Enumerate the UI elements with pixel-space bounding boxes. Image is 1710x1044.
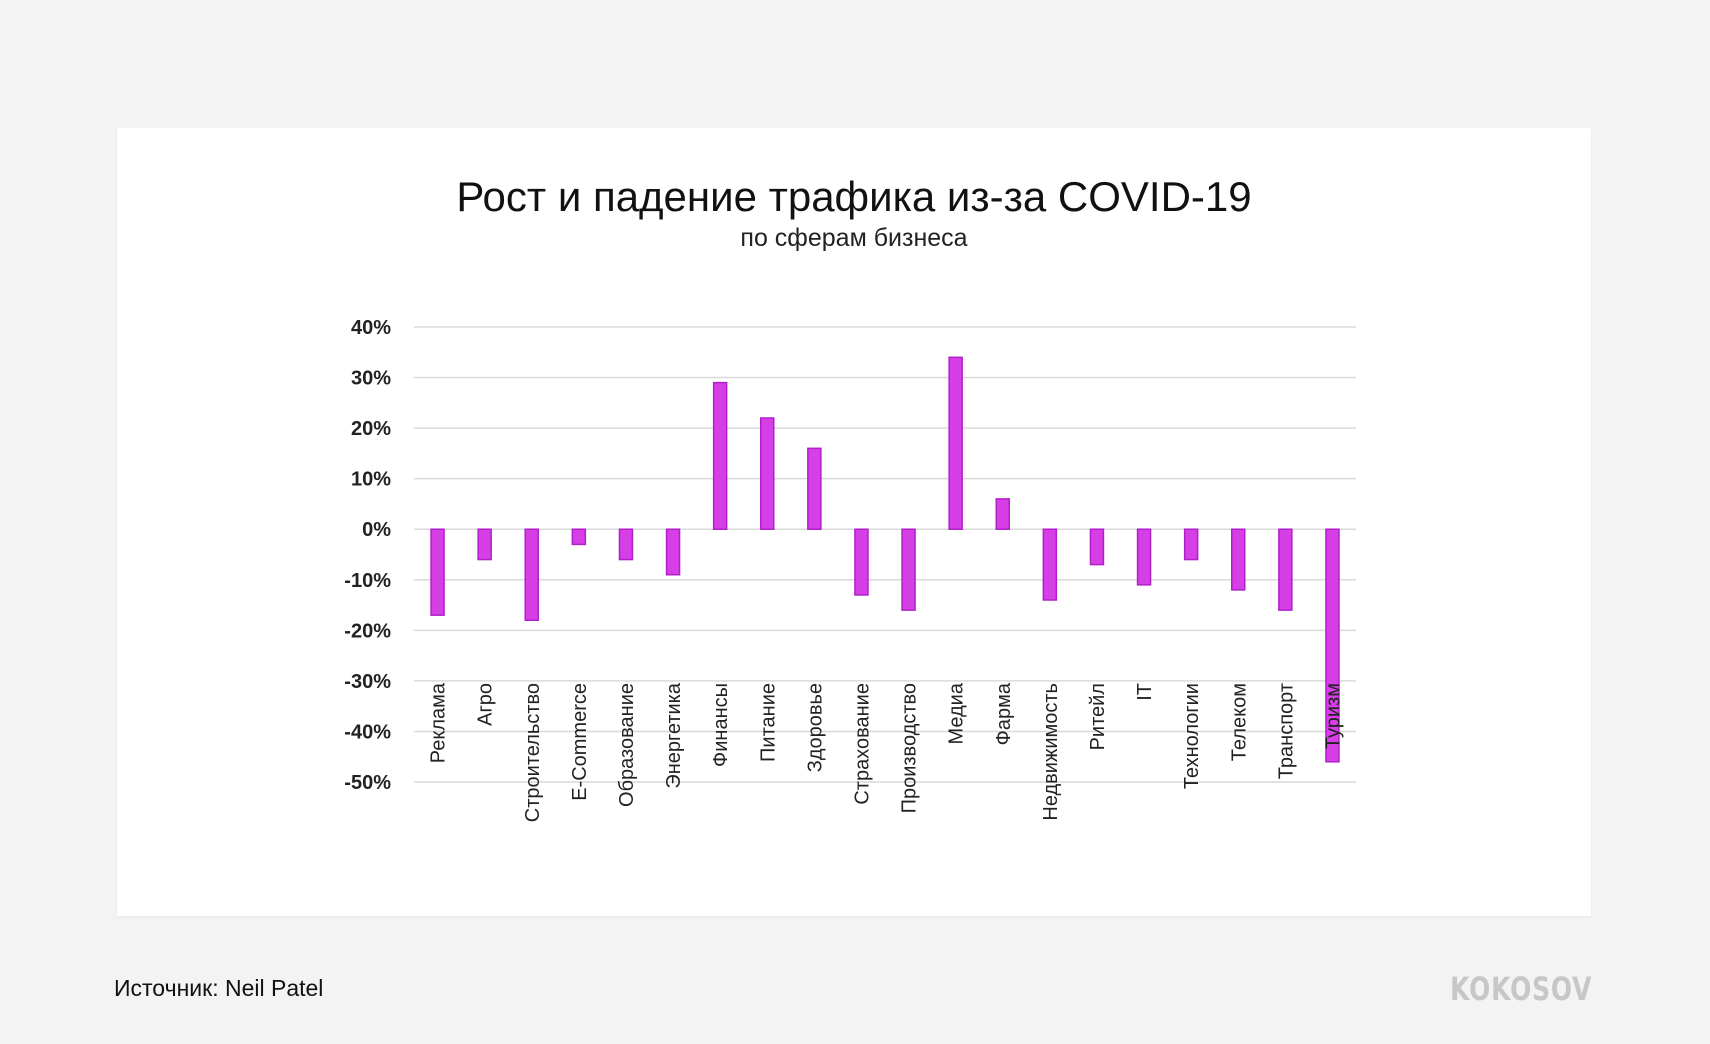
x-tick-label: Агро xyxy=(475,683,497,726)
brand-logo: KOKOSOV xyxy=(1449,970,1592,1008)
x-tick-label: Производство xyxy=(899,683,921,813)
x-tick-label: Фарма xyxy=(993,682,1015,745)
x-tick-label: Ритейл xyxy=(1087,683,1109,750)
source-note: Источник: Neil Patel xyxy=(114,975,324,1001)
bar-3 xyxy=(571,528,587,546)
x-tick-label: Технологии xyxy=(1181,683,1203,789)
chart-card: Рост и падение трафика из-за COVID-19 по… xyxy=(117,128,1591,916)
x-tick-label: Страхование xyxy=(851,683,873,805)
x-tick-label: Туризм xyxy=(1322,683,1344,749)
bar-11 xyxy=(948,356,963,530)
x-tick-label: Здоровье xyxy=(804,683,826,772)
bar-14 xyxy=(1089,528,1105,566)
x-tick-label: Реклама xyxy=(428,682,450,763)
y-tick-label: 20% xyxy=(351,418,391,440)
x-tick-label: Энергетика xyxy=(663,682,685,789)
y-tick-label: 0% xyxy=(362,519,391,541)
bar-0 xyxy=(430,528,445,616)
y-tick-label: 30% xyxy=(351,368,391,390)
x-tick-label: Финансы xyxy=(710,683,732,767)
bar-4 xyxy=(618,528,634,561)
bar-9 xyxy=(854,528,869,596)
bar-2 xyxy=(524,528,539,621)
bar-1 xyxy=(477,528,492,561)
y-tick-label: 40% xyxy=(351,317,391,339)
x-tick-label: Недвижимость xyxy=(1040,683,1062,821)
bar-15 xyxy=(1136,528,1152,586)
x-tick-label: Транспорт xyxy=(1275,683,1297,779)
y-tick-label: -40% xyxy=(344,721,391,743)
y-tick-label: 10% xyxy=(351,469,391,491)
chart-title: Рост и падение трафика из-за COVID-19 xyxy=(456,173,1252,220)
bar-19 xyxy=(1325,528,1340,763)
bar-10 xyxy=(901,528,916,611)
x-tick-label: Питание xyxy=(757,683,779,762)
x-tick-label: Образование xyxy=(616,683,638,807)
chart-subtitle: по сферам бизнеса xyxy=(740,224,968,252)
y-tick-label: -20% xyxy=(344,620,391,642)
bar-12 xyxy=(995,498,1010,530)
bar-18 xyxy=(1278,528,1293,611)
bar-7 xyxy=(760,417,775,530)
x-tick-label: E-Commerce xyxy=(569,683,591,801)
x-tick-label: Телеком xyxy=(1228,683,1250,761)
bar-5 xyxy=(665,528,681,576)
bar-chart: 40% 30% 20% 10% 0% -10% -20% -30% -40% -50% Реклам… xyxy=(344,317,1356,822)
bar-8 xyxy=(807,447,822,530)
bar-6 xyxy=(712,381,728,530)
x-tick-label: Строительство xyxy=(522,683,544,822)
bar-13 xyxy=(1042,528,1058,601)
bar-16 xyxy=(1183,528,1199,561)
x-tick-label: Медиа xyxy=(946,682,968,744)
y-tick-label: -50% xyxy=(344,772,391,794)
y-tick-label: -10% xyxy=(344,570,391,592)
y-tick-label: -30% xyxy=(344,671,391,693)
x-tick-label: IT xyxy=(1134,683,1156,701)
bar-17 xyxy=(1231,528,1246,591)
